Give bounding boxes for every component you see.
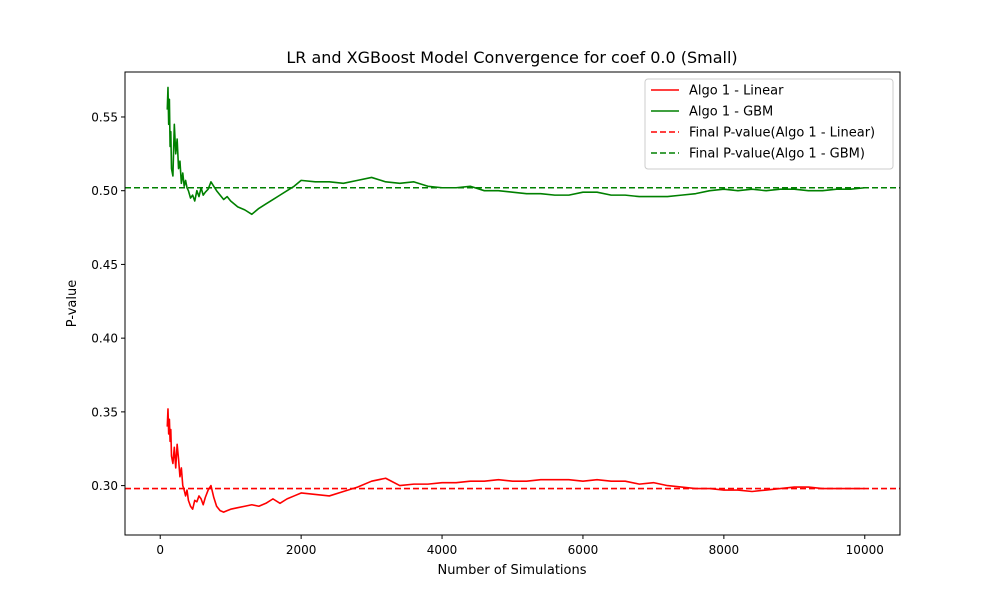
x-axis-ticks: 0 2000 4000 6000 8000 10000 bbox=[156, 535, 884, 557]
y-tick-label: 0.35 bbox=[91, 405, 118, 419]
legend-label-0: Algo 1 - Linear bbox=[689, 84, 784, 99]
series-1-line bbox=[166, 86, 865, 216]
x-tick-label: 8000 bbox=[709, 543, 740, 557]
x-axis-label: Number of Simulations bbox=[437, 563, 586, 578]
y-tick-label: 0.45 bbox=[91, 258, 118, 272]
y-tick-label: 0.40 bbox=[91, 332, 118, 346]
legend-box bbox=[644, 78, 894, 170]
y-tick-label: 0.50 bbox=[91, 184, 118, 198]
legend-label-3: Final P-value(Algo 1 - GBM) bbox=[689, 147, 865, 162]
y-axis-ticks: 0.30 0.35 0.40 0.45 0.50 0.55 bbox=[91, 110, 125, 493]
chart-title: LR and XGBoost Model Convergence for coe… bbox=[286, 48, 737, 67]
legend: Algo 1 - Linear Algo 1 - GBM Final P-value… bbox=[644, 78, 894, 170]
x-tick-label: 4000 bbox=[427, 543, 458, 557]
axes-frame bbox=[124, 71, 901, 536]
legend-label-1: Algo 1 - GBM bbox=[689, 105, 773, 120]
y-tick-label: 0.55 bbox=[91, 110, 118, 124]
x-tick-label: 0 bbox=[156, 543, 164, 557]
series-0-line bbox=[166, 408, 865, 513]
x-tick-label: 2000 bbox=[286, 543, 317, 557]
x-tick-label: 6000 bbox=[568, 543, 599, 557]
plot-lines bbox=[125, 86, 900, 513]
y-tick-label: 0.30 bbox=[91, 479, 118, 493]
x-tick-label: 10000 bbox=[846, 543, 884, 557]
legend-label-2: Final P-value(Algo 1 - Linear) bbox=[689, 126, 875, 141]
y-axis-label: P-value bbox=[65, 280, 80, 327]
